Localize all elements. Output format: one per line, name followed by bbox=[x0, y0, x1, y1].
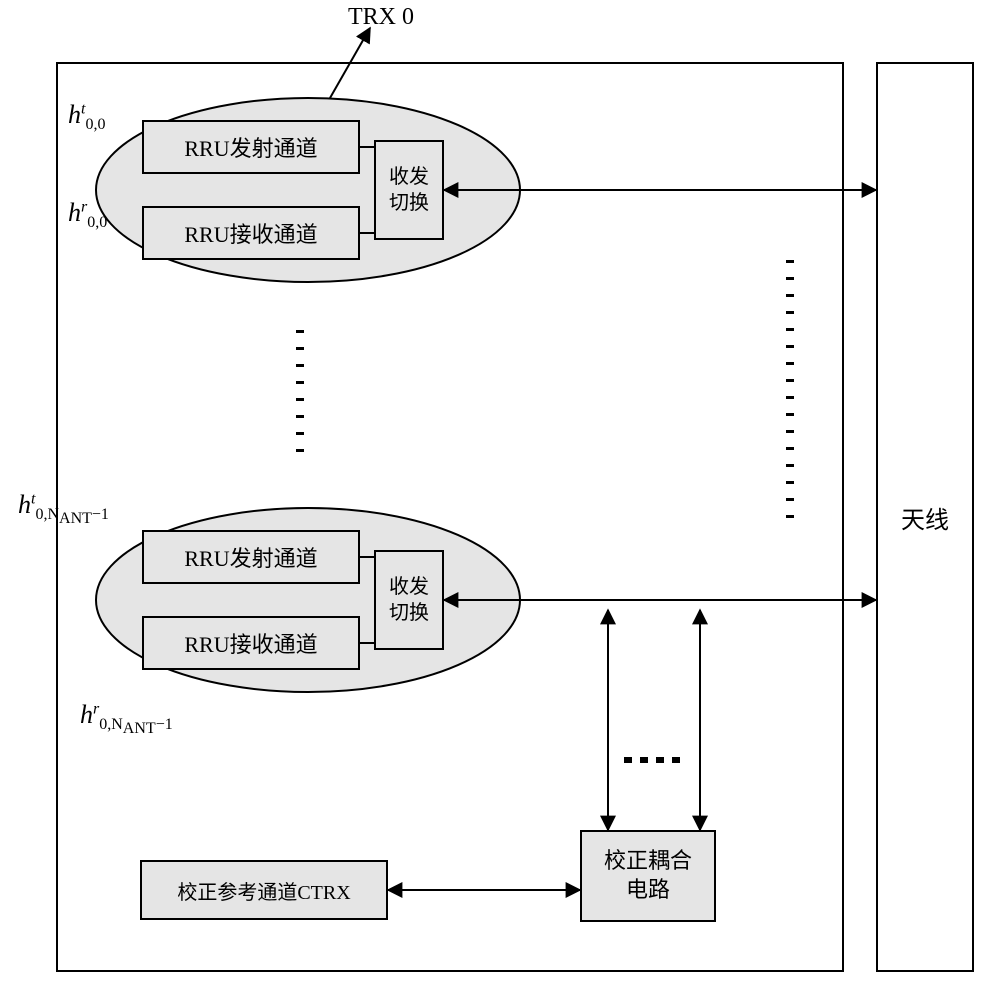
diagram-root: 天线 TRX 0 ht0,0 hr0,0 ht0,NANT−1 hr0,NANT… bbox=[0, 0, 1000, 990]
trxn-switch-text1: 收发 bbox=[389, 574, 429, 600]
trx0-tx-box: RRU发射通道 bbox=[142, 120, 360, 174]
trxn-rx-box: RRU接收通道 bbox=[142, 616, 360, 670]
trxn-switch-box: 收发 切换 bbox=[374, 550, 444, 650]
trx0-switch-text2: 切换 bbox=[389, 190, 429, 216]
coupling-text2: 电路 bbox=[626, 876, 670, 905]
h-rx-0n-label: hr0,NANT−1 bbox=[80, 700, 173, 738]
trx0-rx-box: RRU接收通道 bbox=[142, 206, 360, 260]
trxn-rx-text: RRU接收通道 bbox=[184, 627, 317, 659]
trx0-rx-text: RRU接收通道 bbox=[184, 217, 317, 249]
trx0-tx-text: RRU发射通道 bbox=[184, 131, 317, 163]
h-tx-0n-label: ht0,NANT−1 bbox=[18, 490, 109, 528]
trxn-tx-box: RRU发射通道 bbox=[142, 530, 360, 584]
h-tx-00-label: ht0,0 bbox=[68, 100, 105, 134]
ctrx-text: 校正参考通道CTRX bbox=[177, 876, 350, 905]
antenna-label: 天线 bbox=[901, 500, 949, 535]
trx0-switch-text1: 收发 bbox=[389, 164, 429, 190]
trx0-switch-box: 收发 切换 bbox=[374, 140, 444, 240]
trxn-tx-text: RRU发射通道 bbox=[184, 541, 317, 573]
trxn-switch-text2: 切换 bbox=[389, 600, 429, 626]
h-rx-00-label: hr0,0 bbox=[68, 198, 107, 232]
coupling-text1: 校正耦合 bbox=[604, 847, 692, 876]
trx0-callout-label: TRX 0 bbox=[348, 4, 414, 31]
outer-container bbox=[56, 62, 844, 972]
ctrx-box: 校正参考通道CTRX bbox=[140, 860, 388, 920]
coupling-box: 校正耦合 电路 bbox=[580, 830, 716, 922]
antenna-box: 天线 bbox=[876, 62, 974, 972]
